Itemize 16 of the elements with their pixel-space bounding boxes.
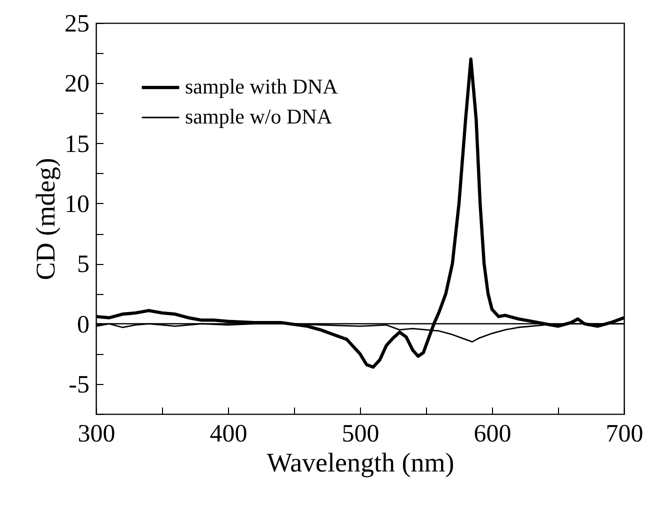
y-axis-title: CD (mdeg) (30, 158, 60, 280)
x-tick-label: 300 (78, 420, 116, 448)
y-tick-label: 20 (64, 70, 90, 98)
legend-label: sample with DNA (185, 74, 339, 98)
y-tick-label: -5 (68, 371, 90, 398)
x-tick-label: 700 (606, 420, 644, 448)
y-tick-label: 25 (64, 10, 90, 38)
y-tick-label: 5 (77, 251, 90, 278)
legend-label: sample w/o DNA (185, 104, 333, 128)
y-tick-label: 0 (77, 311, 90, 338)
y-tick-label: 10 (64, 190, 90, 218)
x-axis-title: Wavelength (nm) (266, 448, 454, 478)
x-tick-label: 500 (342, 420, 380, 448)
x-tick-label: 600 (474, 420, 512, 448)
y-tick-label: 15 (64, 130, 90, 158)
x-tick-label: 400 (210, 420, 248, 448)
